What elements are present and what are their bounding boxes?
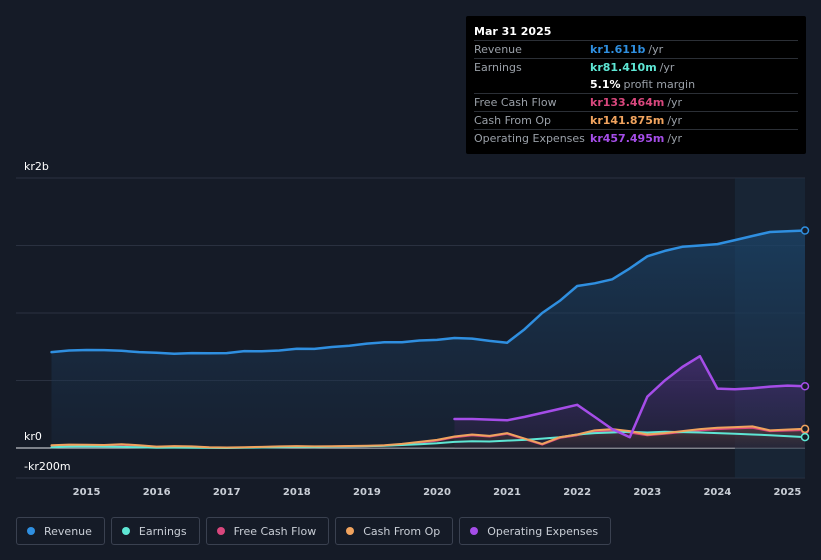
operating-expenses-endpoint: [800, 382, 810, 391]
revenue-area: [51, 230, 805, 448]
earnings-endpoint: [800, 432, 810, 442]
x-tick-label: 2020: [423, 487, 451, 498]
tooltip-value: 5.1%: [590, 78, 621, 91]
tooltip-value: kr141.875m: [590, 114, 665, 127]
x-tick-label: 2025: [774, 487, 802, 498]
y-label-bottom: -kr200m: [24, 460, 71, 473]
cash-from-op-line: [50, 425, 806, 449]
x-tick-label: 2024: [703, 487, 731, 498]
operating-expenses-area: [454, 356, 805, 448]
x-axis-ticks: 2015 2016 2017 2018 2019 2020 2021 2022 2023 2024…: [73, 487, 802, 498]
revenue-line: [50, 229, 807, 356]
legend-label: Earnings: [138, 524, 187, 538]
y-label-zero: kr0: [24, 430, 42, 443]
tooltip-value: kr81.410m: [590, 61, 657, 74]
tooltip-label: Operating Expenses: [474, 132, 585, 145]
tooltip-value: kr133.464m: [590, 96, 665, 109]
tooltip-row-margin: 5.1% profit margin: [474, 76, 798, 93]
tooltip-row-earnings: Earnings kr81.410m /yr: [474, 58, 798, 76]
series-endpoints: [800, 226, 810, 442]
x-tick-label: 2023: [633, 487, 661, 498]
tooltip-label: Cash From Op: [474, 114, 552, 127]
cash-from-op-endpoint: [800, 424, 810, 434]
series-lines: [50, 229, 807, 449]
legend-label: Cash From Op: [363, 524, 441, 538]
tooltip-row-opex: Operating Expenses kr457.495m /yr: [474, 129, 798, 147]
x-tick-label: 2021: [493, 487, 521, 498]
y-label-top: kr2b: [24, 160, 49, 173]
tooltip-row-fcf: Free Cash Flow kr133.464m /yr: [474, 93, 798, 111]
tooltip-unit: /yr: [667, 132, 683, 145]
tooltip-label: Earnings: [474, 61, 522, 74]
tooltip-unit: /yr: [667, 114, 683, 127]
legend-label: Free Cash Flow: [233, 524, 317, 538]
legend-item-cash-from-op[interactable]: Cash From Op: [335, 517, 454, 545]
x-tick-label: 2016: [143, 487, 171, 498]
legend-item-earnings[interactable]: Earnings: [110, 517, 200, 545]
legend-label: Revenue: [44, 524, 92, 538]
x-tick-label: 2015: [73, 487, 101, 498]
tooltip: Mar 31 2025 Revenue kr1.611b /yr Earning…: [466, 16, 806, 154]
x-tick-label: 2022: [563, 487, 591, 498]
x-tick-label: 2019: [353, 487, 381, 498]
x-tick-label: 2017: [213, 487, 241, 498]
tooltip-unit: /yr: [648, 43, 664, 56]
legend-dot-icon: [27, 527, 35, 535]
tooltip-unit: /yr: [667, 96, 683, 109]
legend-dot-icon: [346, 527, 355, 535]
legend-item-free-cash-flow[interactable]: Free Cash Flow: [205, 517, 330, 545]
tooltip-unit: /yr: [659, 61, 675, 74]
earnings-line: [50, 430, 806, 449]
tooltip-label: Free Cash Flow: [474, 96, 557, 109]
legend: Revenue Earnings Free Cash Flow Cash Fro…: [16, 517, 612, 545]
tooltip-row-cfo: Cash From Op kr141.875m /yr: [474, 111, 798, 129]
x-tick-label: 2018: [283, 487, 311, 498]
tooltip-value: kr457.495m: [590, 132, 665, 145]
legend-dot-icon: [216, 527, 225, 535]
legend-dot-icon: [470, 527, 479, 535]
legend-label: Operating Expenses: [487, 524, 599, 538]
tooltip-unit: profit margin: [623, 78, 696, 91]
tooltip-row-revenue: Revenue kr1.611b /yr: [474, 40, 798, 58]
legend-dot-icon: [121, 527, 130, 535]
operating-expenses-line: [453, 354, 807, 439]
legend-item-revenue[interactable]: Revenue: [16, 517, 105, 545]
revenue-endpoint: [800, 226, 810, 235]
legend-item-operating-expenses[interactable]: Operating Expenses: [459, 517, 612, 545]
tooltip-label: Revenue: [474, 43, 522, 56]
tooltip-value: kr1.611b: [590, 43, 646, 56]
tooltip-date: Mar 31 2025: [474, 25, 552, 38]
